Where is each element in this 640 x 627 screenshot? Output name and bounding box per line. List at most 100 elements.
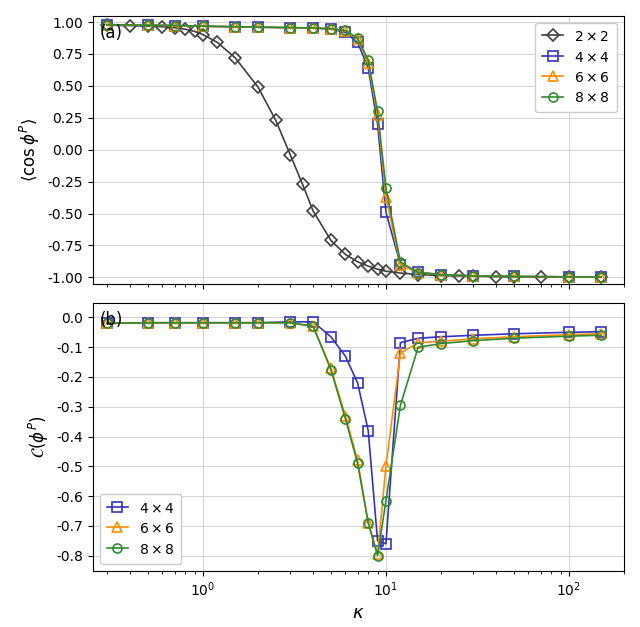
$8 \times 8$ <box>382 184 390 192</box>
$8 \times 8$ <box>171 319 179 327</box>
$2 \times 2$ <box>126 22 134 29</box>
$6 \times 6$ <box>104 320 111 327</box>
$2 \times 2$ <box>272 117 280 124</box>
$2 \times 2$ <box>455 272 463 280</box>
$2 \times 2$ <box>104 21 111 29</box>
$8 \times 8$ <box>104 21 111 28</box>
$8 \times 8$ <box>144 319 152 327</box>
$6 \times 6$ <box>382 463 390 470</box>
$8 \times 8$ <box>287 319 294 327</box>
$8 \times 8$ <box>510 273 518 280</box>
$6 \times 6$ <box>364 519 372 527</box>
Legend: $2 \times 2$, $4 \times 4$, $6 \times 6$, $8 \times 8$: $2 \times 2$, $4 \times 4$, $6 \times 6$… <box>535 23 617 112</box>
$6 \times 6$ <box>510 273 518 280</box>
Legend: $4 \times 4$, $6 \times 6$, $8 \times 8$: $4 \times 4$, $6 \times 6$, $8 \times 8$ <box>100 494 182 564</box>
$2 \times 2$ <box>397 269 404 277</box>
$2 \times 2$ <box>565 273 573 281</box>
$4 \times 4$ <box>597 273 605 281</box>
$8 \times 8$ <box>382 497 390 504</box>
$6 \times 6$ <box>171 319 179 327</box>
$6 \times 6$ <box>327 364 335 372</box>
$4 \times 4$ <box>104 320 111 327</box>
$8 \times 8$ <box>254 23 262 31</box>
$4 \times 4$ <box>171 22 179 29</box>
$8 \times 8$ <box>364 56 372 64</box>
$4 \times 4$ <box>382 209 390 216</box>
$8 \times 8$ <box>374 108 381 115</box>
$8 \times 8$ <box>437 271 445 278</box>
$6 \times 6$ <box>437 337 445 345</box>
$4 \times 4$ <box>231 319 239 327</box>
$2 \times 2$ <box>309 207 317 214</box>
$4 \times 4$ <box>254 319 262 327</box>
$6 \times 6$ <box>354 456 362 464</box>
$4 \times 4$ <box>382 540 390 547</box>
$8 \times 8$ <box>437 340 445 347</box>
$6 \times 6$ <box>342 27 349 34</box>
$2 \times 2$ <box>327 236 335 244</box>
$6 \times 6$ <box>354 35 362 43</box>
$8 \times 8$ <box>199 319 207 327</box>
$4 \times 4$ <box>342 352 349 360</box>
$4 \times 4$ <box>597 328 605 335</box>
$6 \times 6$ <box>565 273 573 281</box>
$8 \times 8$ <box>364 519 372 527</box>
$2 \times 2$ <box>492 273 500 280</box>
$8 \times 8$ <box>342 27 349 34</box>
$6 \times 6$ <box>597 273 605 281</box>
$4 \times 4$ <box>374 537 381 544</box>
Line: $2 \times 2$: $2 \times 2$ <box>103 21 605 282</box>
$8 \times 8$ <box>414 344 422 351</box>
$6 \times 6$ <box>597 330 605 337</box>
$8 \times 8$ <box>469 272 477 280</box>
$8 \times 8$ <box>231 23 239 31</box>
$8 \times 8$ <box>374 552 381 559</box>
$6 \times 6$ <box>469 335 477 342</box>
$4 \times 4$ <box>364 64 372 71</box>
$6 \times 6$ <box>199 23 207 30</box>
$2 \times 2$ <box>382 268 390 275</box>
$4 \times 4$ <box>437 271 445 278</box>
$2 \times 2$ <box>537 273 545 281</box>
$8 \times 8$ <box>342 415 349 423</box>
$2 \times 2$ <box>199 31 207 38</box>
X-axis label: $\kappa$: $\kappa$ <box>352 604 365 623</box>
$6 \times 6$ <box>287 319 294 327</box>
$2 \times 2$ <box>469 273 477 280</box>
$6 \times 6$ <box>397 349 404 357</box>
$6 \times 6$ <box>437 271 445 278</box>
Line: $6 \times 6$: $6 \times 6$ <box>103 20 605 282</box>
Y-axis label: $\mathcal{C}(\phi^P)$: $\mathcal{C}(\phi^P)$ <box>26 415 51 458</box>
$8 \times 8$ <box>287 24 294 31</box>
$6 \times 6$ <box>565 331 573 339</box>
$2 \times 2$ <box>231 54 239 61</box>
$8 \times 8$ <box>354 460 362 467</box>
$2 \times 2$ <box>254 83 262 91</box>
$6 \times 6$ <box>469 272 477 280</box>
$4 \times 4$ <box>469 272 477 280</box>
$4 \times 4$ <box>510 273 518 280</box>
$6 \times 6$ <box>397 261 404 268</box>
$6 \times 6$ <box>254 23 262 31</box>
$8 \times 8$ <box>327 25 335 33</box>
$4 \times 4$ <box>144 21 152 29</box>
$2 \times 2$ <box>191 28 198 35</box>
$6 \times 6$ <box>231 23 239 31</box>
$8 \times 8$ <box>597 273 605 281</box>
$8 \times 8$ <box>231 319 239 327</box>
$6 \times 6$ <box>309 24 317 32</box>
$6 \times 6$ <box>327 25 335 33</box>
$2 \times 2$ <box>374 265 381 273</box>
$4 \times 4$ <box>171 319 179 327</box>
$4 \times 4$ <box>397 261 404 268</box>
$8 \times 8$ <box>414 269 422 277</box>
$8 \times 8$ <box>469 337 477 344</box>
Line: $8 \times 8$: $8 \times 8$ <box>103 319 605 560</box>
$4 \times 4$ <box>199 23 207 30</box>
$2 \times 2$ <box>597 273 605 281</box>
Line: $4 \times 4$: $4 \times 4$ <box>103 20 605 282</box>
$6 \times 6$ <box>374 112 381 119</box>
$4 \times 4$ <box>309 24 317 32</box>
$2 \times 2$ <box>510 273 518 280</box>
$8 \times 8$ <box>597 332 605 339</box>
